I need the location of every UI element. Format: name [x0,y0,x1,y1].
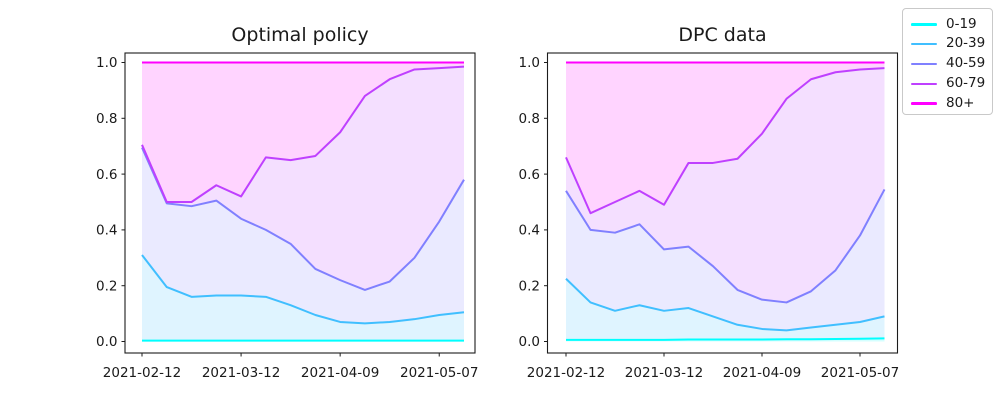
x-tick-label: 2021-02-12 [103,365,181,381]
y-tick-label: 0.8 [519,111,540,127]
series-line-20-39 [565,278,885,332]
plot-title: Optimal policy [231,24,368,46]
y-tick-label: 0.4 [96,223,117,239]
area-band-60-79 [566,68,885,303]
series-line-40-59 [141,147,465,291]
subplot-optimal-policy: 0.0 0.2 0.4 0.6 0.8 1.0 2021-02-12 2021-03-12 20… [96,24,478,381]
plot-frame [124,52,476,354]
plot-title: DPC data [678,24,766,46]
y-tick-label: 0.0 [519,334,540,350]
legend-item-0-19: 0-19 [911,15,992,34]
legend-item-20-39: 20-39 [911,35,992,54]
y-tick-label: 1.0 [96,55,117,71]
y-tick-label: 0.6 [96,167,117,183]
legend-item-60-79: 60-79 [911,74,992,93]
legend-label: 40-59 [946,55,986,72]
x-tick-label: 2021-05-07 [821,365,899,381]
legend-line-swatch-20-39 [911,42,937,46]
y-tick-label: 0.4 [519,223,540,239]
legend: 0-19 20-39 40-59 60-79 80+ [902,8,993,115]
series-line-60-79 [565,67,885,215]
area-band-60-79 [142,66,464,290]
area-band-20-39 [142,255,464,341]
y-tick-label: 0.8 [96,111,117,127]
legend-label: 0-19 [946,15,977,32]
legend-item-40-59: 40-59 [911,54,992,73]
x-tick-label: 2021-05-07 [400,365,478,381]
x-tick-label: 2021-03-12 [625,365,703,381]
legend-label: 80+ [946,94,975,111]
legend-line-swatch-80plus [911,102,937,105]
x-tick-label: 2021-03-12 [202,365,280,381]
x-tick-label: 2021-04-09 [723,365,801,381]
area-band-80+ [566,62,885,214]
y-tick-label: 0.2 [96,278,117,294]
area-band-20-39 [566,278,885,340]
series-line-40-59 [565,188,886,304]
y-tick-label: 0.6 [519,167,540,183]
plot-frame [546,52,899,354]
legend-label: 20-39 [946,35,986,52]
legend-line-swatch-40-59 [911,62,937,66]
legend-label: 60-79 [946,75,986,92]
series-line-0-19 [566,337,885,341]
y-tick-label: 0.0 [96,334,117,350]
legend-line-swatch-0-19 [911,23,937,26]
x-tick-label: 2021-04-09 [301,365,379,381]
legend-item-80plus: 80+ [911,94,992,113]
y-tick-label: 1.0 [519,55,540,71]
series-line-60-79 [141,65,465,203]
subplot-dpc-data: 0.0 0.2 0.4 0.6 0.8 1.0 2021-02-12 2021-03-12 20… [519,24,900,381]
area-band-80+ [142,62,464,202]
y-tick-label: 0.2 [519,278,540,294]
x-tick-label: 2021-02-12 [527,365,605,381]
area-band-40-59 [142,147,464,324]
legend-line-swatch-60-79 [911,82,937,86]
series-line-20-39 [141,254,465,325]
